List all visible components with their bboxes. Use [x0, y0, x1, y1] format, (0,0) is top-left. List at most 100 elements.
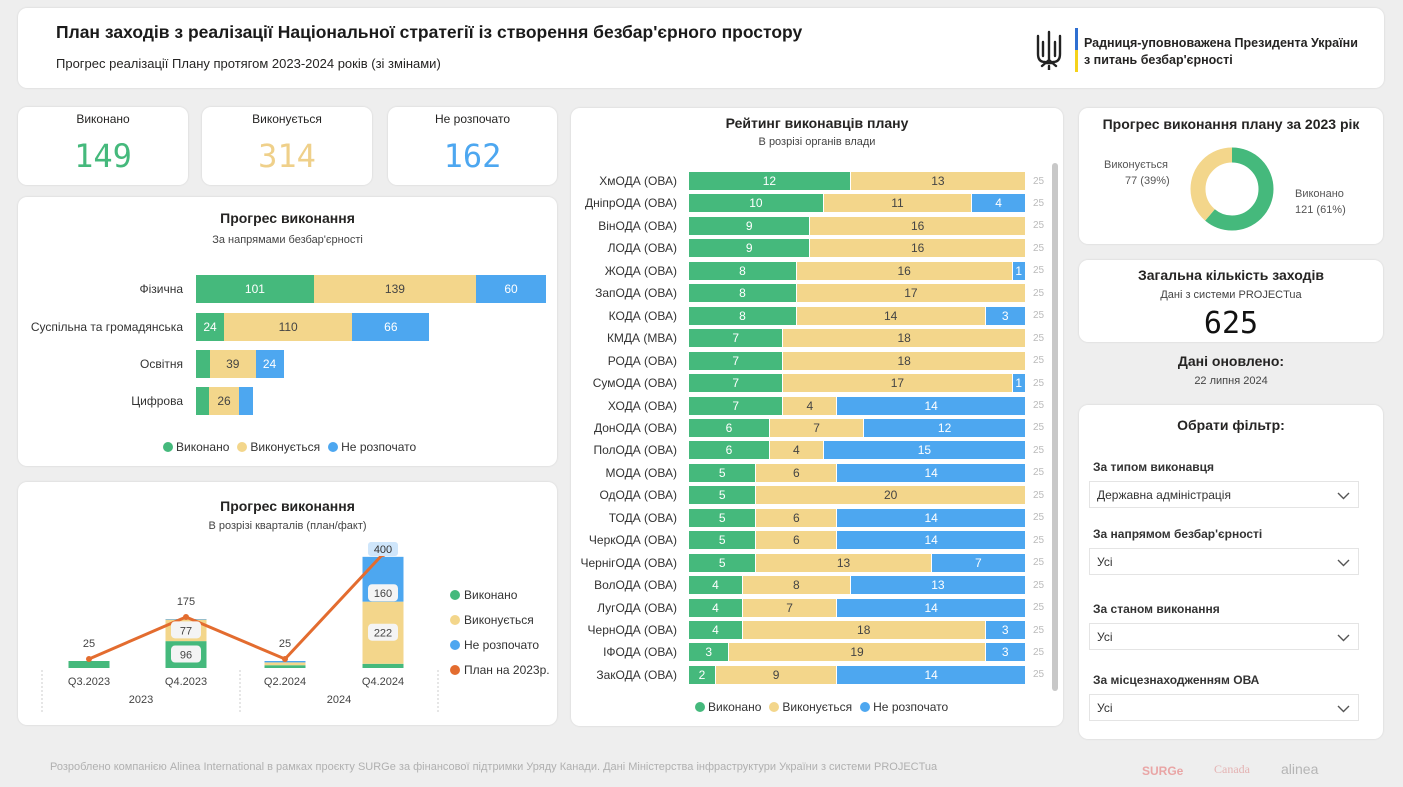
segment-not-started[interactable]: 66	[352, 313, 430, 341]
segment-not-started[interactable]: 60	[476, 275, 546, 303]
segment-done[interactable]: 5	[689, 508, 756, 527]
segment-in-progress[interactable]: 26	[208, 387, 240, 415]
segment-in-progress[interactable]: 4	[783, 396, 837, 415]
segment-done[interactable]: 4	[689, 598, 742, 617]
legend-not-started[interactable]: Не розпочато	[328, 440, 416, 454]
segment-in-progress[interactable]: 16	[796, 261, 1012, 280]
ranking-scrollbar[interactable]	[1052, 163, 1058, 691]
segment-not-started[interactable]: 14	[837, 531, 1025, 550]
segment-in-progress[interactable]: 20	[756, 486, 1025, 505]
segment-not-started[interactable]: 24	[255, 350, 284, 378]
segment-in-progress[interactable]: 6	[756, 508, 837, 527]
segment-done[interactable]: 7	[689, 351, 783, 370]
segment-in-progress[interactable]: 11	[823, 194, 972, 213]
segment-done[interactable]: 101	[196, 275, 314, 303]
executor-label: ЧернігОДА (ОВА)	[580, 555, 678, 570]
segment-in-progress[interactable]: 8	[742, 576, 850, 595]
segment-done[interactable]: 9	[689, 239, 810, 258]
legend-in-progress[interactable]: Виконується	[450, 607, 550, 632]
segment-not-started[interactable]: 13	[850, 576, 1025, 595]
segment-done[interactable]: 9	[689, 216, 810, 235]
segment-in-progress[interactable]: 16	[810, 216, 1025, 235]
segment-done[interactable]	[196, 350, 210, 378]
segment-in-progress[interactable]: 17	[783, 374, 1012, 393]
legend-done[interactable]: Виконано	[163, 440, 229, 454]
segment-done[interactable]	[68, 661, 110, 668]
segment-not-started[interactable]: 3	[985, 306, 1025, 325]
segment-done[interactable]: 5	[689, 553, 756, 572]
segment-in-progress[interactable]: 18	[783, 329, 1025, 348]
segment-done[interactable]: 4	[689, 621, 742, 639]
donut-slice-in-progress[interactable]	[1190, 147, 1274, 231]
segment-in-progress[interactable]	[264, 662, 306, 666]
segment-done[interactable]: 8	[689, 261, 796, 280]
segment-not-started[interactable]: 14	[837, 598, 1025, 617]
segment-in-progress[interactable]: 18	[742, 621, 985, 639]
segment-in-progress[interactable]: 6	[756, 463, 837, 482]
segment-not-started[interactable]: 15	[823, 441, 1025, 460]
filter-select-status[interactable]: Усі	[1089, 623, 1359, 650]
segment-done[interactable]: 8	[689, 284, 796, 303]
segment-in-progress[interactable]: 6	[756, 531, 837, 550]
segment-in-progress[interactable]: 14	[796, 306, 985, 325]
legend-done[interactable]: Виконано	[450, 582, 550, 607]
segment-done[interactable]: 8	[689, 306, 796, 325]
segment-in-progress[interactable]: 9	[715, 665, 837, 684]
segment-in-progress[interactable]: 13	[850, 172, 1025, 190]
segment-done[interactable]: 7	[689, 374, 783, 393]
segment-in-progress[interactable]: 39	[210, 350, 256, 378]
segment-not-started[interactable]: 1	[1012, 374, 1025, 393]
segment-not-started[interactable]: 1	[1012, 261, 1025, 280]
segment-in-progress[interactable]: 19	[729, 643, 985, 662]
plan-point[interactable]	[183, 614, 189, 620]
legend-not-started[interactable]: Не розпочато	[450, 632, 550, 657]
plan-point[interactable]	[282, 656, 288, 662]
filter-select-executor[interactable]: Державна адміністрація	[1089, 481, 1359, 508]
filter-select-location[interactable]: Усі	[1089, 694, 1359, 721]
segment-not-started[interactable]: 4	[972, 194, 1025, 213]
segment-done[interactable]: 4	[689, 576, 742, 595]
segment-in-progress[interactable]: 7	[769, 418, 864, 437]
legend-plan[interactable]: План на 2023р.	[450, 657, 550, 682]
segment-not-started[interactable]: 14	[837, 665, 1025, 684]
legend-done[interactable]: Виконано	[695, 700, 761, 714]
segment-done[interactable]: 6	[689, 441, 769, 460]
segment-done[interactable]: 24	[196, 313, 224, 341]
plan-point[interactable]	[86, 656, 92, 662]
segment-done[interactable]: 2	[689, 665, 715, 684]
legend-label: Виконано	[708, 700, 762, 714]
segment-in-progress[interactable]: 13	[756, 553, 931, 572]
filter-select-direction[interactable]: Усі	[1089, 548, 1359, 575]
segment-done[interactable]	[264, 665, 306, 668]
segment-done[interactable]: 7	[689, 329, 783, 348]
segment-done[interactable]: 5	[689, 486, 756, 505]
segment-done[interactable]: 12	[689, 172, 850, 190]
segment-in-progress[interactable]: 7	[742, 598, 837, 617]
segment-not-started[interactable]: 7	[931, 553, 1025, 572]
segment-not-started[interactable]: 3	[985, 621, 1025, 639]
segment-done[interactable]: 5	[689, 531, 756, 550]
legend-in-progress[interactable]: Виконується	[769, 700, 852, 714]
segment-in-progress[interactable]: 16	[810, 239, 1025, 258]
segment-done[interactable]	[362, 663, 404, 668]
segment-in-progress[interactable]: 18	[783, 351, 1025, 370]
segment-in-progress[interactable]: 139	[313, 275, 476, 303]
segment-done[interactable]: 5	[689, 463, 756, 482]
segment-done[interactable]: 6	[689, 418, 769, 437]
segment-done[interactable]	[196, 387, 209, 415]
segment-not-started[interactable]: 12	[864, 418, 1025, 437]
legend-not-started[interactable]: Не розпочато	[860, 700, 948, 714]
segment-in-progress[interactable]: 110	[224, 313, 353, 341]
segment-done[interactable]: 3	[689, 643, 729, 662]
legend-in-progress[interactable]: Виконується	[237, 440, 320, 454]
segment-done[interactable]: 7	[689, 396, 783, 415]
segment-done[interactable]: 10	[689, 194, 823, 213]
segment-not-started[interactable]: 14	[837, 396, 1025, 415]
segment-not-started[interactable]: 14	[837, 508, 1025, 527]
segment-not-started[interactable]	[239, 387, 254, 415]
executor-label: ДніпрОДА (ОВА)	[584, 196, 677, 211]
segment-not-started[interactable]: 14	[837, 463, 1025, 482]
segment-in-progress[interactable]: 17	[796, 284, 1025, 303]
segment-not-started[interactable]: 3	[985, 643, 1025, 662]
segment-in-progress[interactable]: 4	[769, 441, 823, 460]
